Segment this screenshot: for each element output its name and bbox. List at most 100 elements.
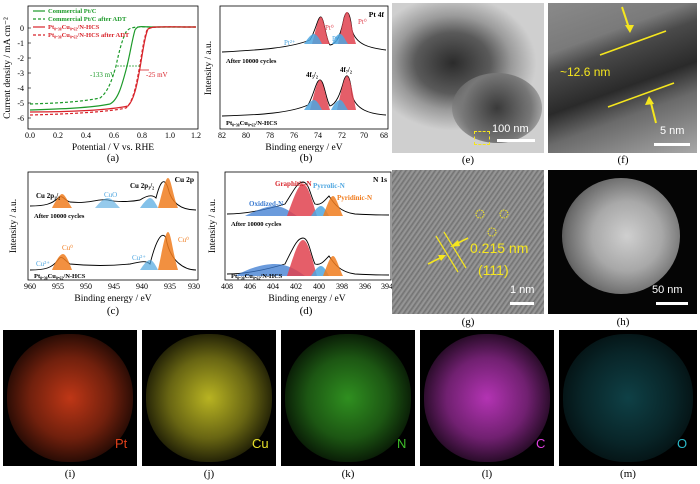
xtick: 82 — [218, 131, 226, 140]
xtick: 0.8 — [137, 131, 147, 140]
eds-map-n: N — [281, 330, 415, 466]
xtick: 76 — [290, 131, 298, 140]
panel-a-chart: 0 -1 -2 -3 -4 -5 -6 0.0 0.2 0.4 0.6 0.8 … — [3, 5, 201, 153]
peak-label: 4f₅/₂ — [306, 71, 318, 79]
ylabel: Intensity / a.u. — [208, 199, 218, 253]
scale-text: 5 nm — [660, 125, 685, 137]
peak-label: Pt⁰ — [358, 18, 367, 26]
spectrum-label: Pt₀.₃₈Cu₀.₆₂/N-HCS — [34, 273, 86, 280]
scale-bar — [510, 302, 534, 305]
sphere — [562, 178, 680, 294]
xtick: 398 — [336, 282, 348, 291]
peak-label: Graphitic-N — [275, 180, 312, 188]
xtick: 0.2 — [53, 131, 63, 140]
ann-25: -25 mV — [146, 71, 168, 79]
eds-map-c: C — [420, 330, 554, 466]
curve-ptcu-adt — [29, 26, 197, 116]
zoom-box — [474, 131, 490, 145]
thickness-label: ~12.6 nm — [560, 65, 611, 79]
haadf-image-h: 50 nm — [548, 170, 697, 314]
eds-map-o: O — [559, 330, 697, 466]
spectrum-label: After 10000 cycles — [231, 221, 282, 228]
peak-label: Pt²⁺ — [284, 39, 296, 47]
scale-text: 50 nm — [652, 284, 683, 296]
eds-element-label: C — [536, 436, 546, 451]
xtick: 1.0 — [165, 131, 175, 140]
caption-f: (f) — [617, 154, 629, 166]
curve-ptc — [29, 26, 196, 111]
xtick: 955 — [52, 282, 64, 291]
ann-133: -133 mV — [90, 71, 115, 79]
eds-map-cu: Cu — [142, 330, 276, 466]
plane-label: (111) — [478, 262, 509, 278]
xtick: 930 — [188, 282, 200, 291]
xtick: 940 — [136, 282, 148, 291]
peak-label: Cu⁰ — [62, 244, 73, 252]
peak-label: Cu²⁺ — [36, 260, 50, 268]
scale-bar — [497, 139, 535, 142]
xtick: 950 — [80, 282, 92, 291]
hrtem-image-f: ~12.6 nm 5 nm — [548, 3, 697, 153]
xtick: 402 — [290, 282, 302, 291]
panel-title: N 1s — [373, 175, 387, 184]
spectrum-label: Pt₀.₃₈Cu₀.₆₂/N-HCS — [231, 273, 283, 280]
xtick: 406 — [244, 282, 256, 291]
ytick: -5 — [17, 99, 24, 108]
ylabel: Intensity / a.u. — [9, 199, 19, 253]
caption-e: (e) — [461, 154, 475, 166]
tem-image-e: 100 nm — [392, 3, 544, 153]
caption-b: (b) — [299, 152, 313, 164]
xtick: 70 — [360, 131, 368, 140]
peak-label: Cu 2p₁/₂ — [36, 192, 60, 200]
peak-label: CuO — [104, 191, 117, 199]
caption-j: (j) — [203, 468, 215, 480]
xtick: 78 — [266, 131, 274, 140]
eds-element-label: N — [397, 436, 407, 451]
ylabel: Current density / mA cm⁻² — [3, 17, 13, 119]
scale-text: 1 nm — [510, 284, 535, 296]
xtick: 68 — [380, 131, 388, 140]
xlabel: Binding energy / eV — [268, 294, 345, 304]
lattice-image-g: 0.215 nm (111) 1 nm — [392, 170, 544, 314]
xtick: 408 — [221, 282, 233, 291]
caption-h: (h) — [616, 316, 630, 328]
dspacing-label: 0.215 nm — [470, 240, 529, 256]
legend-item: Pt₀.₃₈Cu₀.₆₂/N-HCS — [48, 24, 100, 31]
curve-ptc-adt — [29, 26, 196, 105]
ytick: -4 — [17, 84, 24, 93]
panel-title: Cu 2p — [175, 175, 194, 184]
xtick: 1.2 — [191, 131, 201, 140]
xtick: 394 — [381, 282, 393, 291]
xtick: 960 — [24, 282, 36, 291]
curve-ptcu — [29, 26, 197, 113]
xtick: 74 — [314, 131, 322, 140]
peak-label: Pyrrolic-N — [313, 182, 345, 190]
ytick: -3 — [17, 69, 24, 78]
ytick: -6 — [17, 114, 24, 123]
xtick: 396 — [359, 282, 371, 291]
xlabel: Potential / V vs. RHE — [72, 143, 154, 153]
scale-text: 100 nm — [492, 123, 529, 135]
legend-item: Pt₀.₃₈Cu₀.₆₂/N-HCS after ADT — [48, 32, 130, 39]
caption-k: (k) — [341, 468, 355, 480]
panel-title: Pt 4f — [369, 10, 385, 19]
xtick: 0.0 — [25, 131, 35, 140]
caption-l: (l) — [481, 468, 493, 480]
ytick: -2 — [17, 54, 24, 63]
peak-label: Pyridinic-N — [337, 194, 372, 202]
peak-label: Cu 2p₃/₂ — [130, 182, 154, 190]
xtick: 400 — [313, 282, 325, 291]
scale-bar — [654, 143, 690, 146]
xtick: 404 — [267, 282, 279, 291]
caption-g: (g) — [461, 316, 475, 328]
ytick: 0 — [20, 24, 24, 33]
eds-map-pt: Pt — [3, 330, 137, 466]
ytick: -1 — [17, 39, 24, 48]
xtick: 0.4 — [81, 131, 91, 140]
peak-label: Pt²⁺ — [332, 35, 344, 43]
peak-label: Cu²⁺ — [132, 254, 146, 262]
spectrum-label: After 10000 cycles — [226, 58, 277, 65]
spectrum-label: After 10000 cycles — [34, 213, 85, 220]
caption-m: (m) — [620, 468, 636, 480]
